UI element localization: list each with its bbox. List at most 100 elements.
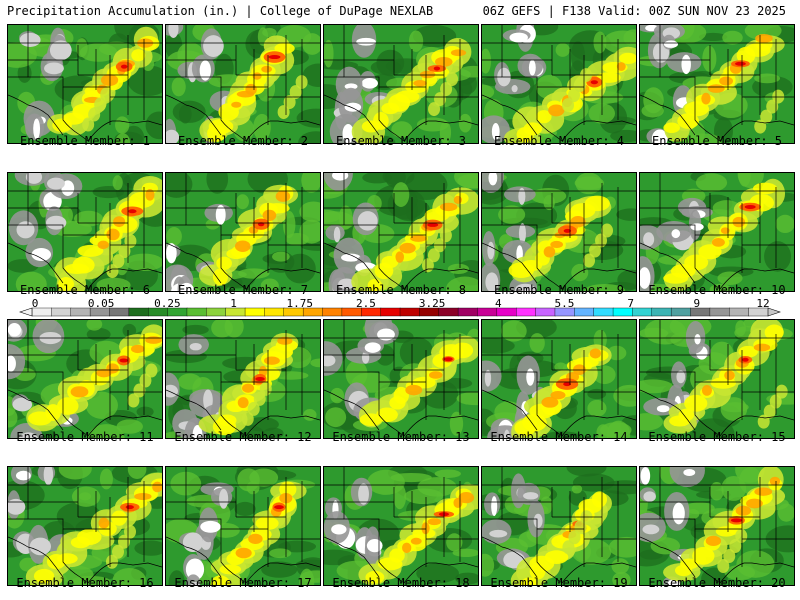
ensemble-member-label: Ensemble Member: 14 [490,430,628,444]
colorbar-swatch [399,307,420,317]
boundary-line [27,25,110,88]
boundary-line [324,94,380,136]
boundary-line [694,87,721,142]
boundary-line [166,536,222,578]
boundary-line [719,562,794,584]
colorbar-swatch [709,307,730,317]
boundary-line [245,120,320,142]
boundary-line [220,235,247,290]
colorbar-swatch [535,307,556,317]
colorbar-swatch [690,307,711,317]
boundary-line [185,25,268,88]
boundary-line [87,120,162,142]
ensemble-member-label: Ensemble Member: 3 [335,134,467,148]
precip-map [482,320,636,438]
precip-map [8,173,162,291]
run-valid-time: 06Z GEFS | F138 Valid: 00Z SUN NOV 23 20… [482,4,786,18]
boundary-line [482,536,538,578]
boundary-line [378,87,405,142]
boundary-line [640,389,696,431]
colorbar-left-arrow [19,307,33,317]
precip-map [166,25,320,143]
boundary-line [501,320,584,383]
boundary-line [403,562,478,584]
colorbar-tick-label: 0.25 [154,297,181,310]
boundary-line [403,120,478,142]
boundary-line [324,536,380,578]
colorbar-swatch [593,307,614,317]
precip-map [482,25,636,143]
boundary-line [62,382,89,437]
ensemble-member-map [7,319,163,439]
colorbar-swatch [31,307,52,317]
boundary-line [561,268,636,290]
boundary-line [719,268,794,290]
ensemble-member-label: Ensemble Member: 4 [493,134,625,148]
ensemble-member-map [323,172,479,292]
colorbar-swatch [206,307,227,317]
ensemble-member-map [165,172,321,292]
boundary-line [719,120,794,142]
colorbar-swatch [729,307,750,317]
ensemble-member-map [639,172,795,292]
colorbar-swatch [438,307,459,317]
precip-map [324,320,478,438]
ensemble-member-label: Ensemble Member: 16 [16,576,154,590]
colorbar-swatch [748,307,769,317]
boundary-line [343,25,426,88]
boundary-line [87,415,162,437]
colorbar-tick-label: 0.05 [87,297,115,310]
ensemble-member-map [481,24,637,144]
ensemble-member-label: Ensemble Member: 12 [174,430,312,444]
boundary-line [640,536,696,578]
colorbar-swatch [70,307,91,317]
boundary-line [536,235,563,290]
boundary-line [220,382,247,437]
colorbar-scale [19,307,781,317]
boundary-line [87,562,162,584]
boundary-line [27,467,110,530]
precip-map [166,173,320,291]
boundary-line [403,268,478,290]
ensemble-member-map [323,466,479,586]
ensemble-member-map [639,319,795,439]
ensemble-member-label: Ensemble Member: 18 [332,576,470,590]
colorbar-tick-label: 12 [756,297,770,310]
boundary-line [501,173,584,236]
boundary-line [185,467,268,530]
ensemble-member-label: Ensemble Member: 2 [177,134,309,148]
ensemble-member-map [165,319,321,439]
boundary-line [640,242,696,284]
ensemble-member-label: Ensemble Member: 8 [335,283,467,297]
colorbar-swatch [574,307,595,317]
colorbar-swatch [225,307,246,317]
colorbar-swatch [264,307,285,317]
ensemble-member-map [639,24,795,144]
colorbar-swatch [167,307,188,317]
colorbar-tick-label: 9 [693,297,701,310]
boundary-line [659,173,742,236]
precip-map [640,173,794,291]
boundary-line [8,389,64,431]
boundary-line [27,320,110,383]
ensemble-member-label: Ensemble Member: 13 [332,430,470,444]
boundary-line [185,173,268,236]
precip-map [324,173,478,291]
ensemble-member-map [639,466,795,586]
ensemble-member-map [7,172,163,292]
boundary-line [659,25,742,88]
boundary-line [719,415,794,437]
boundary-line [343,320,426,383]
boundary-line [501,25,584,88]
colorbar-tick-label: 1.75 [286,297,313,310]
precip-map [640,320,794,438]
colorbar-tick-label: 1 [230,297,237,310]
boundary-line [659,467,742,530]
boundary-line [220,529,247,584]
boundary-line [62,235,89,290]
colorbar-swatch [283,307,304,317]
boundary-line [694,382,721,437]
ensemble-member-label: Ensemble Member: 15 [648,430,786,444]
boundary-line [561,120,636,142]
precip-map [8,467,162,585]
